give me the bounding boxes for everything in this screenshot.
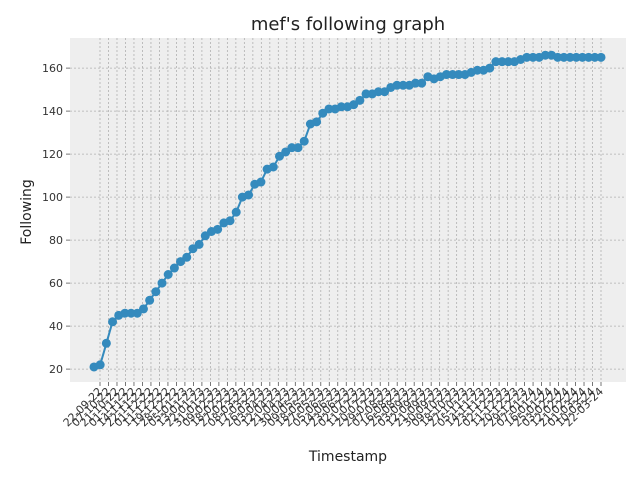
- data-point: [441, 70, 451, 80]
- data-point: [503, 57, 513, 67]
- y-tick-label: 120: [42, 148, 63, 161]
- data-point: [194, 239, 204, 249]
- data-point: [225, 216, 235, 226]
- data-point: [565, 52, 575, 62]
- plot-background: [70, 38, 626, 382]
- data-point: [584, 52, 594, 62]
- series-layer: [89, 50, 606, 372]
- data-point: [361, 89, 371, 99]
- data-point: [528, 52, 538, 62]
- data-point: [472, 65, 482, 75]
- data-point: [491, 57, 501, 67]
- data-point: [108, 317, 118, 327]
- y-tick-label: 100: [42, 191, 63, 204]
- data-point: [287, 143, 297, 153]
- data-point: [571, 52, 581, 62]
- data-point: [138, 304, 148, 314]
- data-point: [417, 78, 427, 88]
- data-point: [293, 143, 303, 153]
- data-point: [244, 190, 254, 200]
- data-point: [454, 70, 464, 80]
- data-point: [95, 360, 105, 370]
- y-tick-label: 140: [42, 105, 63, 118]
- data-point: [497, 57, 507, 67]
- data-point: [157, 278, 167, 288]
- data-point: [213, 224, 223, 234]
- y-tick-label: 20: [49, 363, 63, 376]
- y-tick-label: 80: [49, 234, 63, 247]
- data-point: [540, 50, 550, 60]
- y-tick-label: 60: [49, 277, 63, 290]
- data-point: [355, 95, 365, 105]
- data-point: [151, 287, 161, 297]
- y-axis-label: Following: [19, 179, 35, 245]
- y-tick-labels: 20 40 60 80 100 120 140 160: [42, 62, 70, 376]
- data-point: [392, 80, 402, 90]
- x-axis-label: Timestamp: [308, 449, 387, 465]
- data-point: [336, 102, 346, 112]
- data-point: [101, 338, 111, 348]
- data-point: [268, 162, 278, 172]
- data-point: [522, 52, 532, 62]
- data-point: [126, 308, 136, 318]
- data-point: [448, 70, 458, 80]
- data-point: [324, 104, 334, 114]
- data-point: [596, 52, 606, 62]
- data-point: [169, 263, 179, 273]
- data-point: [145, 295, 155, 305]
- data-point: [163, 270, 173, 279]
- data-point: [398, 80, 408, 90]
- data-point: [312, 117, 322, 127]
- data-point: [577, 52, 587, 62]
- data-point: [299, 136, 309, 146]
- data-point: [182, 252, 192, 262]
- data-point: [256, 177, 266, 187]
- data-point: [590, 52, 600, 62]
- chart-title: mef's following graph: [251, 14, 445, 35]
- y-tick-label: 160: [42, 62, 63, 75]
- data-point: [373, 87, 383, 97]
- data-point: [553, 52, 563, 62]
- y-tick-label: 40: [49, 320, 63, 333]
- data-point: [559, 52, 569, 62]
- data-point: [120, 308, 130, 318]
- data-point: [231, 207, 241, 217]
- x-tick-labels: 22-09-2207-10-2221-10-2201-11-2214-11-22…: [61, 382, 606, 429]
- data-point: [485, 63, 495, 73]
- data-point: [411, 78, 421, 88]
